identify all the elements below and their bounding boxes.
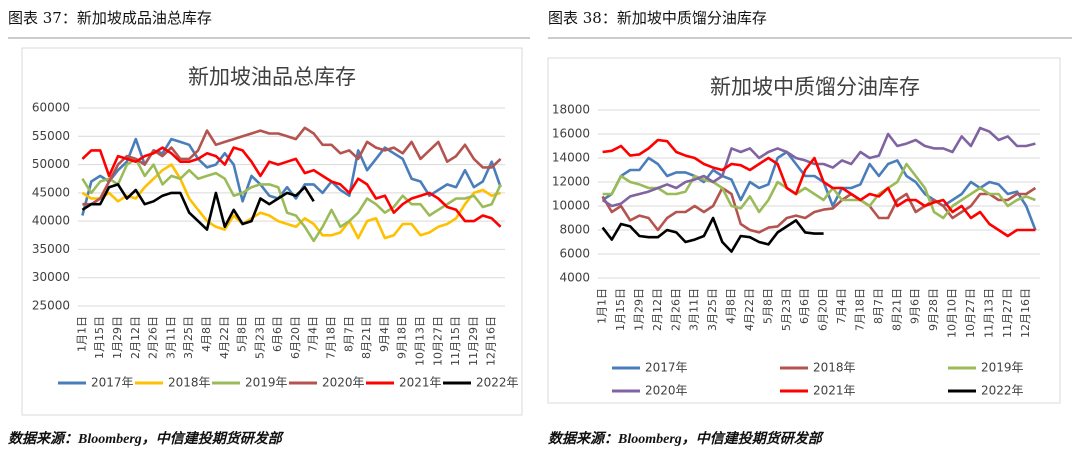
x-tick-label: 11月29日	[467, 316, 480, 366]
y-tick-label: 4000	[559, 271, 590, 285]
x-tick-label: 11月13日	[982, 288, 995, 338]
legend-label: 2021年	[399, 376, 442, 390]
x-tick-label: 7月4日	[835, 288, 848, 324]
series-line	[601, 150, 1037, 231]
x-tick-label: 8月21日	[360, 316, 373, 359]
y-tick-label: 10000	[552, 199, 590, 213]
x-tick-label: 3月11日	[688, 288, 701, 331]
x-tick-label: 10月10日	[946, 288, 959, 338]
y-tick-label: 25000	[32, 299, 70, 313]
series-line	[601, 216, 824, 253]
x-tick-label: 4月8日	[725, 288, 738, 324]
x-tick-label: 5月23日	[780, 288, 793, 331]
x-tick-label: 12月16日	[485, 316, 498, 366]
x-tick-label: 2月12日	[651, 288, 664, 331]
chart-title: 新加坡油品总库存	[188, 65, 356, 89]
x-tick-label: 8月7日	[342, 316, 355, 352]
x-tick-label: 5月23日	[253, 316, 266, 359]
x-tick-label: 8月7日	[872, 288, 885, 324]
x-tick-label: 1月29日	[111, 316, 124, 359]
x-tick-label: 1月1日	[596, 288, 609, 324]
x-tick-label: 9月6日	[909, 288, 922, 324]
legend-label: 2018年	[813, 361, 856, 375]
legend-label: 2019年	[245, 376, 288, 390]
x-tick-label: 5月8日	[236, 316, 249, 352]
legend-label: 2020年	[645, 384, 688, 398]
x-tick-label: 2月12日	[129, 316, 142, 359]
x-tick-label: 5月8日	[761, 288, 774, 324]
x-tick-label: 9月18日	[396, 316, 409, 359]
x-tick-label: 9月4日	[378, 316, 391, 352]
y-tick-label: 35000	[32, 242, 70, 256]
legend-label: 2017年	[91, 376, 134, 390]
x-tick-label: 11月27日	[1001, 288, 1014, 338]
x-tick-label: 9月28日	[927, 288, 940, 331]
series-line	[601, 126, 1036, 208]
x-tick-label: 12月16日	[1019, 288, 1032, 338]
x-tick-label: 6月20日	[817, 288, 830, 331]
legend-label: 2022年	[981, 384, 1024, 398]
source-note: 数据来源：Bloomberg，中信建投期货研发部	[548, 430, 825, 447]
legend-label: 2017年	[645, 361, 688, 375]
x-tick-label: 10月13日	[413, 316, 426, 366]
x-tick-label: 2月26日	[147, 316, 160, 359]
x-tick-label: 1月1日	[75, 316, 88, 352]
x-tick-label: 6月6日	[271, 316, 284, 352]
legend-label: 2019年	[981, 361, 1024, 375]
series-line	[81, 146, 502, 228]
y-tick-label: 18000	[552, 103, 590, 117]
y-tick-label: 50000	[32, 157, 70, 171]
x-tick-label: 4月8日	[200, 316, 213, 352]
legend-label: 2020年	[322, 376, 365, 390]
x-tick-label: 6月6日	[798, 288, 811, 324]
x-tick-label: 1月15日	[93, 316, 106, 359]
x-tick-label: 3月25日	[706, 288, 719, 331]
series-line	[81, 163, 501, 240]
legend-label: 2018年	[168, 376, 211, 390]
x-tick-label: 7月18日	[325, 316, 338, 359]
x-tick-label: 3月11日	[164, 316, 177, 359]
y-tick-label: 6000	[559, 247, 590, 261]
x-tick-label: 6月20日	[289, 316, 302, 359]
x-tick-label: 11月15日	[449, 316, 462, 366]
x-tick-label: 10月27日	[431, 316, 444, 366]
caption: 图表 37：新加坡成品油总库存	[8, 9, 212, 27]
x-tick-label: 3月25日	[182, 316, 195, 359]
y-tick-label: 45000	[32, 185, 70, 199]
legend-label: 2022年	[476, 376, 519, 390]
source-note: 数据来源：Bloomberg，中信建投期货研发部	[8, 430, 285, 447]
x-tick-label: 4月22日	[218, 316, 231, 359]
chart-frame	[21, 47, 523, 416]
y-tick-label: 14000	[552, 151, 590, 165]
y-tick-label: 30000	[32, 270, 70, 284]
y-tick-label: 55000	[32, 129, 70, 143]
chart-title: 新加坡中质馏分油库存	[710, 75, 920, 99]
x-tick-label: 10月27日	[964, 288, 977, 338]
y-tick-label: 40000	[32, 214, 70, 228]
y-tick-label: 8000	[559, 223, 590, 237]
y-tick-label: 12000	[552, 175, 590, 189]
x-tick-label: 7月4日	[307, 316, 320, 352]
caption: 图表 38：新加坡中质馏分油库存	[548, 9, 767, 27]
y-tick-label: 16000	[552, 127, 590, 141]
legend-label: 2021年	[813, 384, 856, 398]
series-line	[602, 138, 1036, 238]
series-line	[81, 183, 315, 231]
series-line	[602, 162, 1036, 220]
x-tick-label: 8月21日	[890, 288, 903, 331]
series-line	[601, 186, 1037, 234]
x-tick-label: 2月26日	[669, 288, 682, 331]
x-tick-label: 1月15日	[614, 288, 627, 331]
x-tick-label: 4月22日	[743, 288, 756, 331]
x-tick-label: 1月29日	[632, 288, 645, 331]
series-line	[81, 157, 502, 243]
y-tick-label: 60000	[32, 101, 70, 115]
x-tick-label: 7月18日	[853, 288, 866, 331]
